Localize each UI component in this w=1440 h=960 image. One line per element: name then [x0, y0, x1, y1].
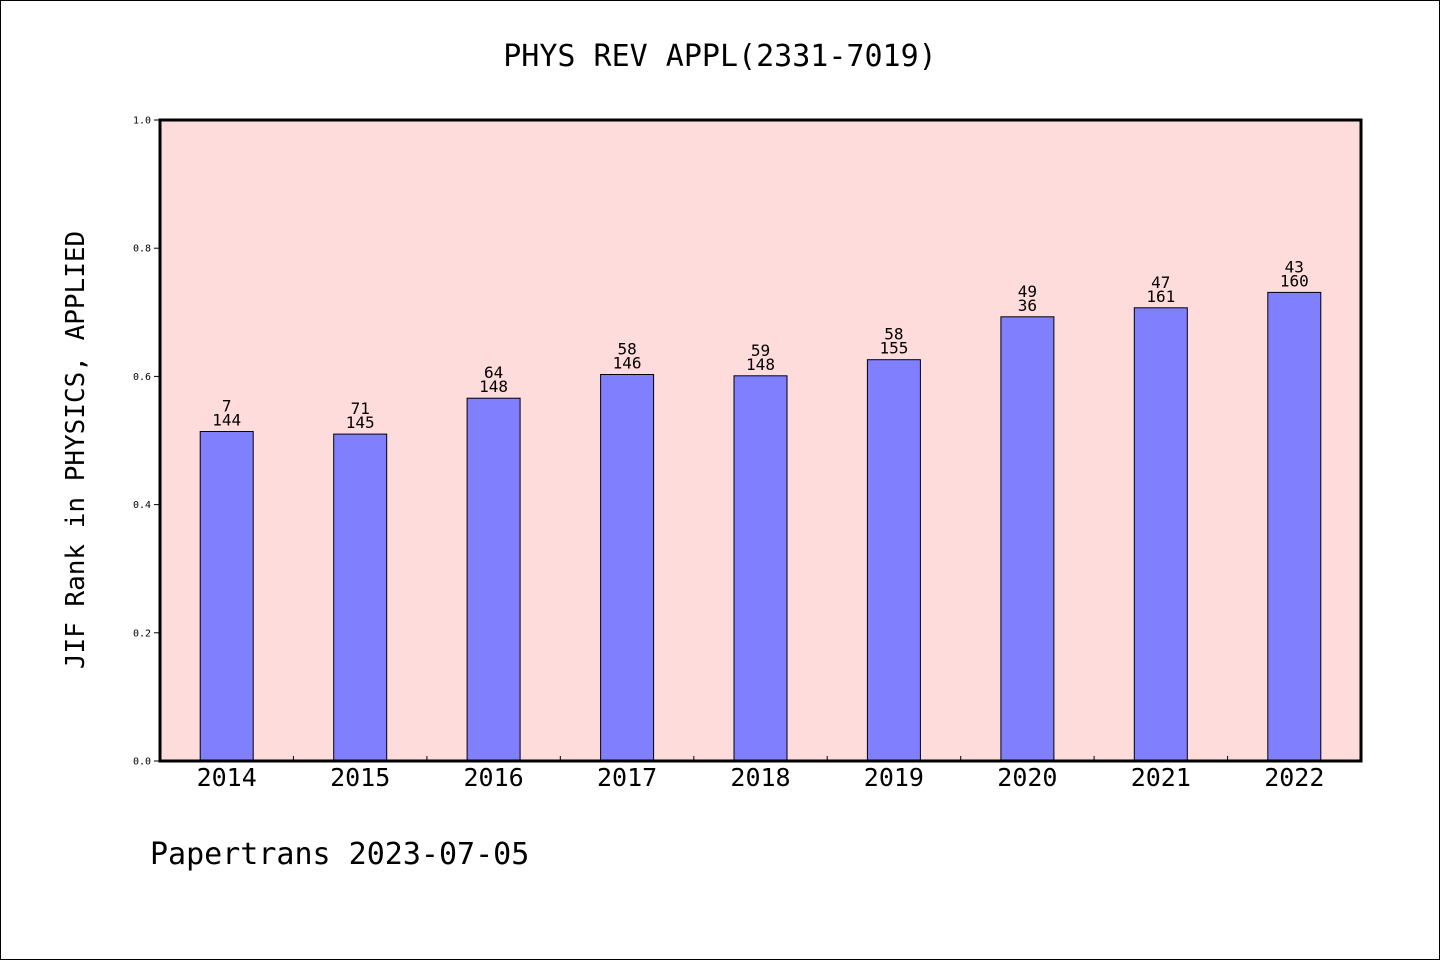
bar-label-bottom-2017: 146: [613, 354, 642, 373]
bar-2022: [1267, 291, 1322, 762]
bars-group: [199, 291, 1322, 762]
x-tick-label-2019: 2019: [864, 763, 924, 792]
bar-label-top-2015: 71: [351, 399, 370, 418]
x-tick-label-2018: 2018: [730, 763, 790, 792]
bar-2020: [1000, 316, 1055, 762]
y-tick-label: 0.8: [133, 244, 151, 255]
footer-credit: Papertrans 2023-07-05: [150, 837, 529, 872]
y-axis-label: JIF Rank in PHYSICS, APPLIED: [61, 231, 91, 669]
x-tick-label-2020: 2020: [997, 763, 1057, 792]
y-axis: 0.0 0.2 0.4 0.6 0.8 1.0: [133, 116, 160, 768]
bar-label-top-2018: 59: [751, 341, 770, 360]
x-tick-label-2015: 2015: [330, 763, 390, 792]
plot-border: [158, 118, 1363, 763]
bar-2016: [466, 397, 521, 762]
x-tick-label-2016: 2016: [463, 763, 523, 792]
bar-2015: [333, 433, 388, 762]
bar-label-bottom-2019: 155: [879, 339, 908, 358]
bar-2017: [600, 374, 655, 762]
x-tick-label-2014: 2014: [197, 763, 257, 792]
chart-title: PHYS REV APPL(2331-7019): [503, 39, 936, 74]
data-labels-group: 7144711456414858146591485815549364716143…: [212, 257, 1309, 432]
bar-label-top-2020: 49: [1018, 282, 1037, 301]
bar-2019: [866, 359, 921, 762]
bar-label-top-2021: 47: [1151, 273, 1170, 292]
bar-label-bottom-2020: 36: [1018, 296, 1037, 315]
bar-2018: [733, 375, 788, 762]
bar-label-top-2014: 7: [222, 397, 232, 416]
y-tick-label: 1.0: [133, 116, 151, 127]
x-axis: 2014 2015 2016 2017 2018 2019 2020 2021 2022: [197, 756, 1324, 792]
y-tick-label: 0.4: [133, 500, 151, 511]
bar-2014: [199, 431, 254, 762]
y-tick-label: 0.2: [133, 628, 151, 639]
y-tick-label: 0.6: [133, 372, 151, 383]
bar-label-top-2022: 43: [1285, 257, 1304, 276]
bar-label-bottom-2014: 144: [212, 411, 241, 430]
bar-label-bottom-2022: 160: [1280, 271, 1309, 290]
bar-label-top-2017: 58: [617, 340, 636, 359]
bar-2021: [1133, 307, 1188, 762]
bar-label-bottom-2016: 148: [479, 377, 508, 396]
bar-label-top-2016: 64: [484, 363, 503, 382]
x-tick-label-2021: 2021: [1131, 763, 1191, 792]
bar-label-bottom-2018: 148: [746, 355, 775, 374]
bar-label-bottom-2021: 161: [1146, 287, 1175, 306]
x-tick-label-2017: 2017: [597, 763, 657, 792]
bar-label-bottom-2015: 145: [346, 413, 375, 432]
x-tick-label-2022: 2022: [1264, 763, 1324, 792]
bar-label-top-2019: 58: [884, 325, 903, 344]
y-tick-label: 0.0: [133, 757, 151, 768]
